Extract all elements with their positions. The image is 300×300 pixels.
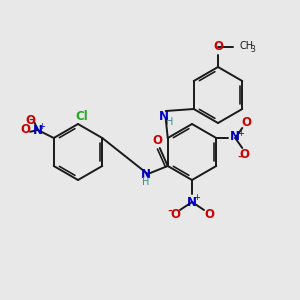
Text: N: N [187,196,197,208]
Text: N: N [33,124,43,136]
Text: -: - [168,205,172,219]
Text: O: O [204,208,214,221]
Text: O: O [153,134,163,146]
Text: CH: CH [240,41,254,51]
Text: O: O [21,123,31,136]
Text: O: O [241,116,251,128]
Text: 3: 3 [250,46,255,55]
Text: N: N [159,110,169,122]
Text: -: - [28,111,34,126]
Text: H: H [166,117,173,127]
Text: Cl: Cl [76,110,88,122]
Text: N: N [141,167,151,181]
Text: O: O [170,208,180,221]
Text: +: + [38,122,45,131]
Text: H: H [142,177,149,187]
Text: -: - [238,151,243,165]
Text: N: N [230,130,240,143]
Text: +: + [237,128,244,137]
Text: O: O [213,40,223,53]
Text: +: + [194,193,200,202]
Text: O: O [239,148,249,160]
Text: O: O [25,114,35,127]
